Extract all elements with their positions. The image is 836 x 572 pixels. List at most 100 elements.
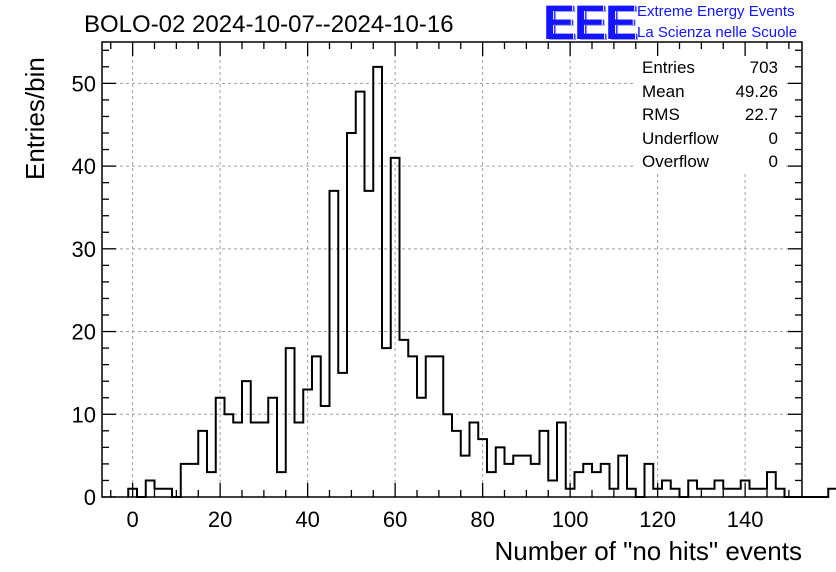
histogram-bin (365, 191, 374, 497)
stat-value: 49.26 (735, 81, 778, 101)
histogram-bin (452, 431, 461, 497)
stat-value: 0 (768, 152, 778, 171)
histogram-bin (496, 447, 505, 497)
stat-label: RMS (642, 105, 680, 124)
stat-label: Overflow (642, 152, 710, 171)
stats-rms: RMS 22.7 (636, 103, 784, 127)
stat-label: Mean (642, 81, 685, 101)
x-tick-label: 0 (127, 507, 139, 532)
histogram-bin (706, 489, 715, 497)
histogram-bin (767, 472, 776, 497)
histogram-bin (531, 464, 540, 497)
histogram-bin (400, 340, 409, 497)
histogram-outline (127, 65, 836, 498)
histogram-bin (487, 472, 496, 497)
x-tick-label: 40 (295, 507, 319, 532)
stat-label: Underflow (642, 128, 719, 148)
histogram-bin (242, 381, 251, 497)
histogram-bin (557, 423, 566, 497)
histogram-bin (776, 489, 785, 497)
x-tick-label: 100 (552, 507, 589, 532)
x-tick-label: 120 (639, 507, 676, 532)
histogram-bin (190, 464, 199, 497)
histogram-bin (286, 348, 295, 497)
axes-frame: 0 20 40 60 80 100 120 140 0 10 20 30 40 50 (72, 41, 803, 532)
histogram-bin (662, 480, 671, 497)
eee-logo: EEE (543, 0, 637, 50)
histogram-bin (347, 133, 356, 497)
histogram-bin (155, 489, 164, 497)
histogram-bin (443, 414, 452, 497)
histogram-bin (356, 92, 365, 497)
histogram-bin (732, 489, 741, 497)
plot-frame (101, 41, 803, 498)
histogram-bin (470, 423, 479, 497)
y-tick-label: 30 (72, 237, 96, 262)
histogram-bin (408, 356, 417, 497)
histogram-bin (750, 489, 759, 497)
histogram-bin (618, 456, 627, 497)
histogram-bin (540, 431, 549, 497)
histogram-bin (382, 348, 391, 497)
chart-title: BOLO-02 2024-10-07--2024-10-16 (84, 11, 454, 38)
histogram-bin (233, 423, 242, 497)
histogram-bin (417, 398, 426, 497)
histogram-bin (723, 489, 732, 497)
histogram-bin (207, 472, 216, 497)
histogram-bin (505, 464, 514, 497)
y-axis-label: Entries/bin (20, 57, 50, 180)
histogram-bin (268, 398, 277, 497)
x-axis-label: Number of "no hits" events (494, 536, 803, 566)
histogram-bin (260, 423, 269, 497)
stats-underflow: Underflow 0 (636, 127, 784, 151)
logo-line-2: La Scienza nelle Scuole (637, 24, 798, 41)
histogram-bin (601, 464, 610, 497)
histogram-bin (225, 414, 234, 497)
stat-value: 22.7 (744, 105, 778, 124)
x-tick-label: 80 (470, 507, 494, 532)
histogram-bin (251, 423, 260, 497)
histogram-bin (330, 191, 339, 497)
histogram-bin (758, 489, 767, 497)
stats-entries: Entries 703 (636, 56, 784, 80)
x-tick-label: 60 (383, 507, 407, 532)
y-tick-label: 40 (72, 154, 96, 179)
histogram-bin (513, 456, 522, 497)
stats-overflow: Overflow 0 (636, 150, 784, 174)
histogram-bin (592, 472, 601, 497)
histogram-bin (338, 373, 347, 497)
stats-mean: Mean 49.26 (636, 80, 784, 104)
histogram-bin (575, 472, 584, 497)
histogram-bin (426, 356, 435, 497)
histogram-bin (312, 356, 321, 497)
histogram-bin (715, 480, 724, 497)
stat-value: 703 (749, 58, 778, 77)
histogram-bin (645, 464, 654, 497)
histogram-bin (146, 480, 155, 497)
y-tick-label: 20 (72, 320, 96, 345)
histogram-bin (548, 480, 557, 497)
histogram-bin (321, 406, 330, 497)
histogram-bin (295, 423, 304, 497)
x-tick-label: 140 (727, 507, 764, 532)
y-tick-label: 0 (84, 485, 96, 510)
histogram-bin (627, 489, 636, 497)
histogram-bin (373, 67, 382, 497)
stat-label: Entries (642, 58, 695, 77)
histogram-bin (181, 464, 190, 497)
histogram-bin (671, 489, 680, 497)
histogram-bin (198, 431, 207, 497)
histogram-series (127, 65, 836, 498)
stat-value: 0 (768, 128, 778, 148)
stats-box: Entries 703 Mean 49.26 RMS 22.7 Underflo… (636, 56, 784, 174)
histogram-bin (163, 489, 172, 497)
histogram-bin (461, 456, 470, 497)
histogram-bin (828, 489, 836, 497)
logo-line-1: Extreme Energy Events (637, 3, 795, 20)
x-tick-label: 20 (208, 507, 232, 532)
histogram-bin (583, 464, 592, 497)
y-tick-label: 10 (72, 402, 96, 427)
histogram-bin (688, 480, 697, 497)
y-tick-label: 50 (72, 71, 96, 96)
